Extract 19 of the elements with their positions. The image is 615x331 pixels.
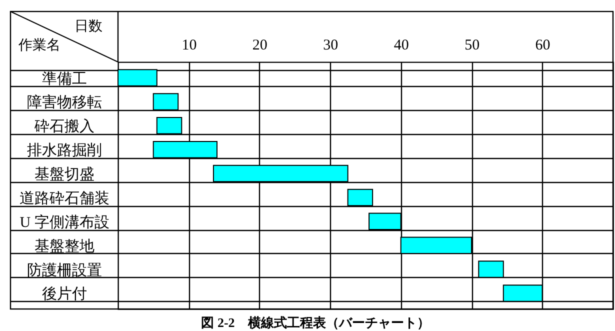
y-tick-label: U 字側溝布設 bbox=[20, 214, 110, 231]
x-axis-title: 日数 bbox=[74, 18, 102, 34]
x-tick-label: 60 bbox=[535, 38, 550, 54]
y-tick-label: 障害物移転 bbox=[27, 94, 102, 112]
y-tick-label: 砕石搬入 bbox=[34, 118, 94, 136]
y-tick-label: 後片付 bbox=[42, 286, 87, 303]
y-tick-label: 基盤整地 bbox=[34, 238, 94, 255]
y-axis-title: 作業名 bbox=[18, 38, 60, 54]
x-tick-label: 30 bbox=[323, 38, 338, 54]
x-tick-label: 50 bbox=[464, 38, 480, 54]
y-tick-label: 基盤切盛 bbox=[34, 166, 94, 184]
text: 図 2-2 横線式工程表（バーチャート） bbox=[201, 315, 430, 330]
y-tick-label: 道路砕石舗装 bbox=[20, 190, 110, 207]
y-tick-label: 排水路掘削 bbox=[27, 142, 102, 160]
x-tick-label: 40 bbox=[394, 38, 409, 54]
x-tick-label: 20 bbox=[252, 38, 268, 54]
y-tick-label: 準備工 bbox=[42, 70, 87, 88]
x-tick-label: 10 bbox=[182, 38, 197, 54]
y-tick-label: 防護柵設置 bbox=[27, 262, 102, 279]
